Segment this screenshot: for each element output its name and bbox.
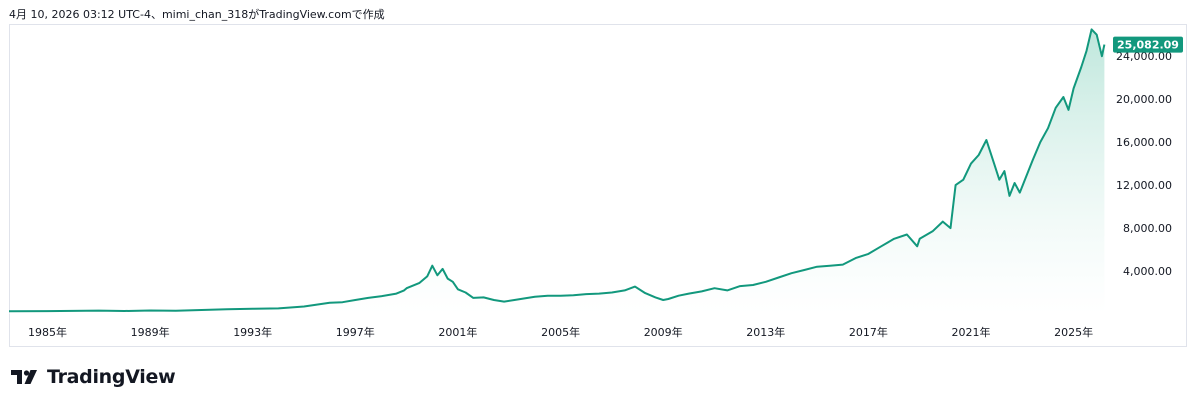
y-tick-label: 24,000.00	[1116, 50, 1172, 63]
x-tick-label: 2013年	[746, 325, 785, 339]
price-chart[interactable]: 1985年 1989年 1993年 1997年 2001年 2005年 2009年 2013年…	[9, 24, 1187, 347]
x-tick-label: 2009年	[644, 325, 683, 339]
x-tick-label: 1985年	[28, 325, 67, 339]
last-price-label: 25,082.09	[1117, 39, 1179, 52]
price-series-line	[9, 28, 1106, 313]
x-tick-label: 1993年	[233, 325, 272, 339]
x-tick-label: 1997年	[336, 325, 375, 339]
x-tick-label: 2017年	[849, 325, 888, 339]
tradingview-brand[interactable]: TradingView	[11, 366, 176, 388]
y-tick-label: 20,000.00	[1116, 93, 1172, 106]
x-tick-label: 2025年	[1054, 325, 1093, 339]
brand-name: TradingView	[47, 366, 176, 388]
y-tick-label: 12,000.00	[1116, 179, 1172, 192]
price-area-fill	[9, 29, 1105, 315]
y-tick-label: 16,000.00	[1116, 136, 1172, 149]
y-tick-label: 4,000.00	[1123, 265, 1172, 278]
x-tick-label: 2021年	[952, 325, 991, 339]
chart-attribution: 4月 10, 2026 03:12 UTC-4、mimi_chan_318がTr…	[9, 8, 385, 21]
x-tick-label: 1989年	[131, 325, 170, 339]
x-tick-label: 2001年	[438, 325, 477, 339]
y-tick-label: 8,000.00	[1123, 222, 1172, 235]
x-tick-label: 2005年	[541, 325, 580, 339]
tradingview-logo-icon	[11, 370, 37, 384]
last-price-badge	[1113, 36, 1183, 53]
chart-frame	[9, 24, 1187, 347]
